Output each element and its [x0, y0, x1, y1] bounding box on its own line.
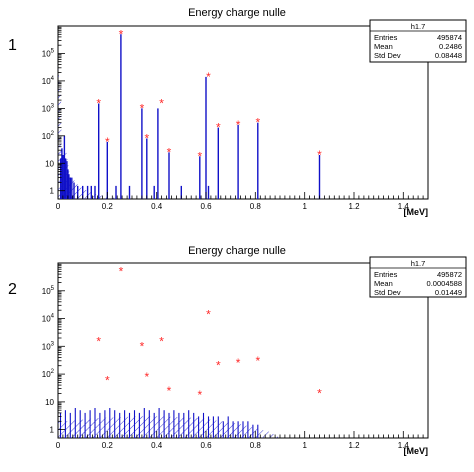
y-tick-label: 102 [42, 131, 55, 141]
stats-value-mean-2: 0.0004588 [427, 279, 462, 288]
x-tick-label: 0.4 [151, 441, 163, 450]
y-tick-label: 1 [50, 426, 55, 435]
y-tick-label: 105 [42, 49, 55, 59]
stats-name-2: h1.7 [411, 259, 426, 268]
x-tick-label: 1.2 [348, 441, 360, 450]
panel-number-1: 1 [8, 37, 17, 54]
x-tick-label: 1 [302, 441, 307, 450]
peak-marker: * [119, 27, 124, 41]
x-tick-label: 0 [56, 441, 61, 450]
chart-panel-1: 1 Energy charge nulle ******* *** * ** 1101… [8, 7, 467, 217]
marker-series-1: * * * * * * * * * * * * * [96, 27, 322, 163]
stats-box-2: h1.7 Entries 495872 Mean 0.0004588 Std D… [369, 256, 467, 298]
peak-marker: * [140, 101, 145, 115]
x-tick-label: 1.4 [398, 202, 410, 211]
stats-label-stddev-1: Std Dev [374, 51, 401, 60]
marker-series-2: * * * * * * * * * * * * * [96, 264, 322, 401]
histogram-series-2 [59, 408, 259, 438]
peak-marker: * [206, 70, 211, 84]
stats-value-stddev-2: 0.01449 [435, 288, 462, 297]
x-tick-label: 0.2 [102, 202, 114, 211]
stats-value-entries-2: 495872 [437, 270, 462, 279]
stats-value-mean-1: 0.2486 [439, 42, 462, 51]
peak-marker: * [159, 334, 164, 348]
peak-marker: * [317, 148, 322, 162]
stats-label-mean-2: Mean [374, 279, 393, 288]
y-axis-1: 1 10 102 103 104 105 [42, 26, 65, 196]
x-tick-label: 0.2 [102, 441, 114, 450]
peak-marker: * [197, 388, 202, 402]
peak-marker: * [236, 118, 241, 132]
y-axis-2: 1 10 102 103 104 105 [42, 263, 65, 435]
peak-marker: * [255, 354, 260, 368]
plot-frame-1 [57, 25, 429, 200]
y-tick-label: 104 [42, 76, 55, 86]
y-tick-label: 10 [45, 159, 54, 168]
x-tick-label: 1.4 [398, 441, 410, 450]
x-unit-label-2: [MeV] [404, 446, 429, 456]
peak-marker: * [105, 135, 110, 149]
chart-title-2: Energy charge nulle [188, 245, 286, 257]
peak-marker: * [144, 370, 149, 384]
x-axis-2: 0 0.2 0.4 0.6 0.8 1 1.2 1.4 [56, 431, 429, 450]
x-tick-label: 1.2 [348, 202, 360, 211]
y-tick-label: 102 [42, 369, 55, 379]
peak-marker: * [167, 384, 172, 398]
x-tick-label: 0.8 [250, 441, 262, 450]
peak-marker: * [159, 97, 164, 111]
peak-marker: * [216, 359, 221, 373]
stats-frame-1 [369, 19, 467, 63]
stats-name-1: h1.7 [411, 22, 426, 31]
stats-label-mean-1: Mean [374, 42, 393, 51]
y-tick-label: 104 [42, 314, 55, 324]
y-tick-label: 105 [42, 286, 55, 296]
peak-marker: * [96, 97, 101, 111]
x-tick-label: 0.8 [250, 202, 262, 211]
chart-title-1: Energy charge nulle [188, 7, 286, 19]
x-tick-label: 0.6 [200, 441, 212, 450]
peak-marker: * [119, 264, 124, 278]
y-tick-label: 10 [45, 398, 54, 407]
x-tick-label: 0.4 [151, 202, 163, 211]
x-tick-label: 0.6 [200, 202, 212, 211]
chart-panel-2: 2 Energy charge nulle ******* *** * ** 1101… [8, 245, 467, 456]
stats-label-entries-1: Entries [374, 33, 398, 42]
peak-marker: * [140, 339, 145, 353]
x-tick-label: 0 [56, 202, 61, 211]
y-tick-label: 1 [50, 187, 55, 196]
stats-box-1: h1.7 Entries 495874 Mean 0.2486 Std Dev … [369, 19, 467, 63]
peak-marker: * [216, 121, 221, 135]
peak-marker: * [206, 308, 211, 322]
peak-marker: * [236, 356, 241, 370]
y-tick-label: 103 [42, 341, 55, 351]
x-unit-label-1: [MeV] [404, 207, 429, 217]
stats-label-entries-2: Entries [374, 270, 398, 279]
peak-marker: * [317, 387, 322, 401]
histogram-series-1 [60, 34, 321, 199]
stats-frame-2 [369, 256, 467, 298]
peak-marker: * [167, 145, 172, 159]
peak-marker: * [96, 334, 101, 348]
peak-marker: * [105, 373, 110, 387]
peak-marker: * [144, 132, 149, 146]
y-tick-label: 103 [42, 103, 55, 113]
peak-marker: * [255, 116, 260, 130]
panel-number-2: 2 [8, 281, 17, 298]
peak-marker: * [197, 149, 202, 163]
stats-value-entries-1: 495874 [437, 33, 462, 42]
stats-label-stddev-2: Std Dev [374, 288, 401, 297]
stats-value-stddev-1: 0.08448 [435, 51, 462, 60]
x-tick-label: 1 [302, 202, 307, 211]
x-axis-1: 0 0.2 0.4 0.6 0.8 1 1.2 1.4 [56, 192, 429, 211]
